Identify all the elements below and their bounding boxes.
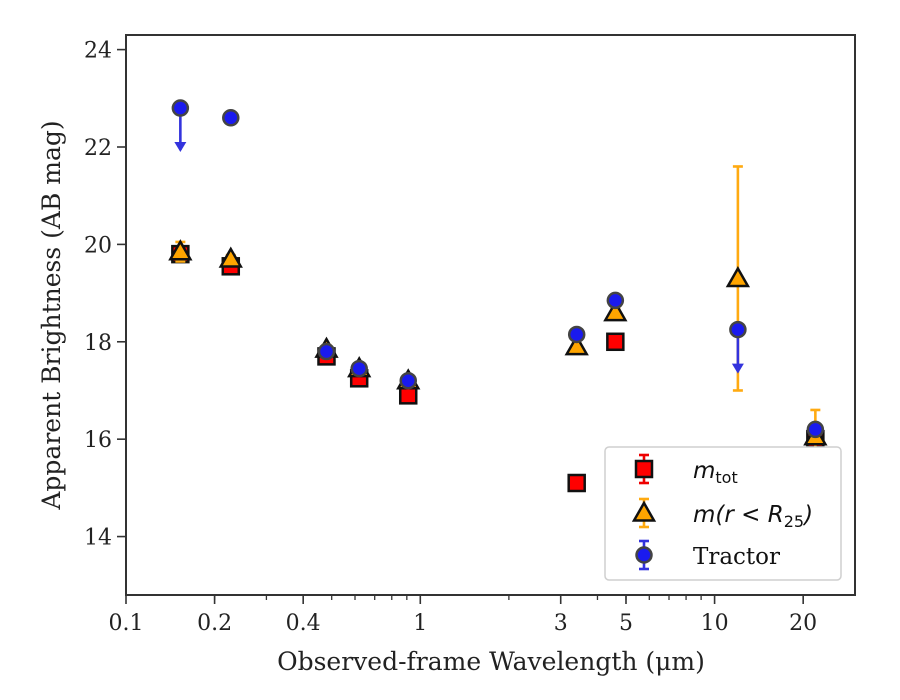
legend: mtot m(r < R25) Tractor bbox=[604, 446, 842, 581]
y-tick-label: 22 bbox=[84, 136, 112, 161]
series-3 bbox=[171, 99, 825, 439]
data-point bbox=[399, 371, 417, 390]
y-tick-label: 20 bbox=[84, 233, 112, 258]
legend-marker bbox=[635, 546, 653, 564]
x-axis-title: Observed-frame Wavelength (μm) bbox=[277, 647, 705, 676]
x-tick-label: 0.2 bbox=[197, 611, 232, 636]
data-point bbox=[729, 320, 747, 339]
data-point bbox=[564, 334, 589, 356]
x-tick-label: 1 bbox=[413, 611, 427, 636]
data-point bbox=[725, 265, 751, 288]
x-tick-label: 3 bbox=[554, 611, 568, 636]
y-tick-label: 16 bbox=[84, 428, 112, 453]
x-tick-label: 5 bbox=[619, 611, 633, 636]
legend-entry-1: mtot bbox=[634, 453, 738, 487]
legend-label: m(r < R25) bbox=[693, 502, 813, 531]
y-axis-title: Apparent Brightness (AB mag) bbox=[37, 120, 66, 510]
y-tick-label: 24 bbox=[84, 39, 112, 64]
data-point bbox=[806, 420, 825, 439]
x-tick-label: 0.1 bbox=[109, 611, 144, 636]
legend-label: Tractor bbox=[693, 544, 780, 570]
upper-limit-arrow-head bbox=[174, 142, 187, 153]
y-tick-label: 18 bbox=[84, 331, 112, 356]
legend-marker bbox=[631, 500, 657, 522]
data-point bbox=[168, 239, 193, 261]
data-point bbox=[317, 342, 336, 361]
legend-marker bbox=[634, 459, 654, 479]
data-point bbox=[218, 246, 243, 268]
data-point bbox=[606, 332, 625, 352]
x-tick-label: 20 bbox=[789, 611, 817, 636]
upper-limit-arrow-head bbox=[731, 363, 744, 374]
legend-label: mtot bbox=[693, 458, 738, 487]
legend-entry-2: m(r < R25) bbox=[631, 497, 813, 531]
x-tick-label: 10 bbox=[701, 611, 729, 636]
legend-entry-3: Tractor bbox=[635, 539, 780, 571]
data-point bbox=[567, 473, 586, 493]
data-point bbox=[222, 109, 240, 127]
x-tick-label: 0.4 bbox=[286, 611, 321, 636]
plot-area bbox=[168, 99, 828, 532]
data-point bbox=[606, 291, 625, 310]
data-point bbox=[603, 300, 628, 322]
plot-frame bbox=[125, 34, 856, 596]
y-tick-label: 14 bbox=[84, 526, 112, 551]
legend-box bbox=[604, 446, 842, 581]
data-point bbox=[171, 99, 190, 117]
axes: 0.1 0.2 0.4 1 3 5 10 20 14 16 18 20 22 24 bbox=[84, 34, 856, 636]
data-point bbox=[567, 325, 586, 344]
data-point bbox=[350, 359, 368, 378]
data-point bbox=[398, 386, 418, 405]
